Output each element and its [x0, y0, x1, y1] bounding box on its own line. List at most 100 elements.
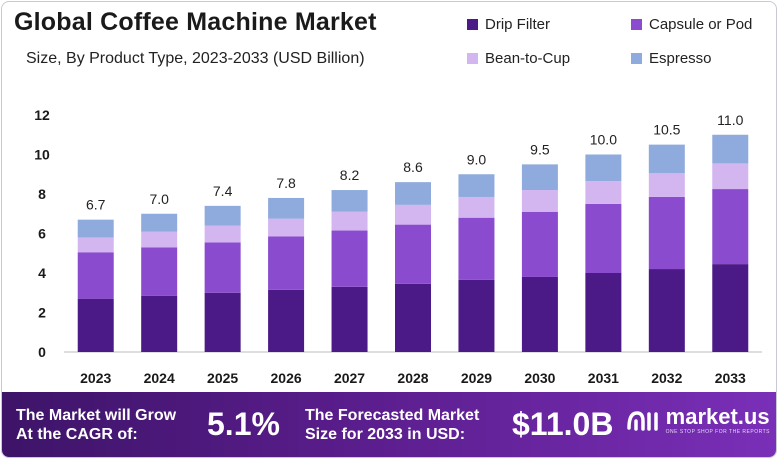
x-tick-label: 2028 — [397, 370, 428, 386]
forecast-label: The Forecasted Market Size for 2033 in U… — [305, 406, 479, 444]
x-tick-label: 2024 — [144, 370, 175, 386]
summary-banner: The Market will Grow At the CAGR of: 5.1… — [2, 392, 776, 457]
bar-segment-bean-to-cup — [712, 163, 749, 190]
legend-item-capsule-or-pod: Capsule or Pod — [631, 16, 752, 33]
bar-total-label: 6.7 — [86, 197, 106, 213]
cagr-value: 5.1% — [207, 406, 280, 442]
x-tick-label: 2027 — [334, 370, 365, 386]
bar-segment-bean-to-cup — [648, 173, 685, 197]
bar-segment-capsule-or-pod — [77, 252, 114, 299]
bar-segment-drip-filter — [712, 264, 749, 352]
bar-segment-drip-filter — [268, 289, 305, 352]
bar-segment-espresso — [521, 164, 558, 191]
chart-subtitle: Size, By Product Type, 2023-2033 (USD Bi… — [26, 50, 365, 67]
bar-chart: 0 2 4 6 8 10 12 6.7 2023 7.0 2024 7.4 2025 7.8 2026 8.2… — [34, 107, 762, 386]
legend-item-espresso: Espresso — [631, 50, 712, 67]
cagr-label-line1: The Market will Grow — [16, 407, 177, 424]
bar-segment-bean-to-cup — [268, 218, 305, 237]
bar-total-label: 8.2 — [340, 167, 360, 183]
legend-swatch — [631, 53, 642, 64]
x-tick-label: 2023 — [80, 370, 111, 386]
y-tick-label: 2 — [38, 305, 46, 321]
bar-segment-espresso — [204, 205, 241, 226]
bar-segment-drip-filter — [395, 283, 431, 352]
bar-segment-drip-filter — [648, 269, 685, 352]
bar-segment-espresso — [331, 190, 368, 212]
legend-swatch — [631, 19, 642, 30]
bar-segment-bean-to-cup — [521, 190, 558, 212]
legend-label: Capsule or Pod — [649, 16, 753, 33]
x-tick-label: 2030 — [524, 370, 555, 386]
forecast-label-line2: Size for 2033 in USD: — [305, 426, 466, 443]
bar-segment-capsule-or-pod — [712, 189, 749, 265]
bar-total-label: 7.0 — [149, 191, 169, 207]
bar-segment-espresso — [77, 219, 114, 238]
bar-segment-drip-filter — [141, 295, 178, 352]
bar-segment-bean-to-cup — [77, 237, 114, 253]
bar-segment-bean-to-cup — [395, 204, 431, 225]
bar-segment-capsule-or-pod — [331, 230, 368, 287]
market-us-logo-icon — [626, 410, 658, 431]
bar-total-label: 10.5 — [653, 122, 680, 138]
y-tick-label: 6 — [38, 226, 46, 242]
bar-segment-capsule-or-pod — [585, 203, 622, 273]
bar-segment-espresso — [141, 213, 178, 232]
bar-segment-capsule-or-pod — [204, 242, 241, 293]
bar-segment-drip-filter — [458, 279, 495, 352]
legend-label: Espresso — [649, 50, 712, 67]
bar-segment-drip-filter — [585, 273, 622, 352]
legend: Drip Filter Capsule or Pod Bean-to-Cup E… — [467, 16, 767, 76]
bar-segment-bean-to-cup — [204, 225, 241, 243]
bar-total-label: 8.6 — [403, 159, 423, 175]
bar-segment-bean-to-cup — [585, 181, 622, 204]
bar-segment-capsule-or-pod — [141, 247, 178, 296]
legend-swatch — [467, 19, 478, 30]
bar-total-label: 7.8 — [276, 175, 296, 191]
x-tick-label: 2031 — [588, 370, 619, 386]
bar-segment-espresso — [648, 144, 685, 174]
x-tick-label: 2033 — [715, 370, 746, 386]
brand-logo: market.us ONE STOP SHOP FOR THE REPORTS — [626, 406, 770, 435]
bar-segment-drip-filter — [204, 292, 241, 352]
y-tick-label: 10 — [34, 147, 50, 163]
x-tick-label: 2032 — [651, 370, 682, 386]
bar-segment-espresso — [268, 197, 305, 219]
brand-name: market.us — [665, 404, 770, 429]
x-tick-label: 2029 — [461, 370, 492, 386]
forecast-value: $11.0B — [512, 406, 614, 442]
x-tick-label: 2026 — [271, 370, 302, 386]
bar-total-label: 10.0 — [590, 132, 617, 148]
bar-segment-espresso — [395, 182, 431, 205]
bar-segment-bean-to-cup — [458, 196, 495, 218]
bar-segment-espresso — [585, 154, 622, 182]
bar-segment-capsule-or-pod — [521, 211, 558, 277]
cagr-label-line2: At the CAGR of: — [16, 426, 138, 443]
bar-segment-capsule-or-pod — [458, 217, 495, 280]
forecast-label-line1: The Forecasted Market — [305, 407, 480, 424]
bar-segment-espresso — [712, 134, 749, 164]
legend-swatch — [467, 53, 478, 64]
legend-item-drip-filter: Drip Filter — [467, 16, 550, 33]
brand-tagline: ONE STOP SHOP FOR THE REPORTS — [665, 429, 770, 435]
bar-total-label: 9.5 — [530, 141, 550, 157]
bar-segment-capsule-or-pod — [648, 196, 685, 270]
legend-label: Bean-to-Cup — [485, 50, 571, 67]
y-tick-label: 0 — [38, 344, 46, 360]
bar-segment-bean-to-cup — [331, 211, 368, 231]
chart-title: Global Coffee Machine Market — [14, 8, 377, 36]
bar-segment-capsule-or-pod — [395, 224, 431, 284]
bar-segment-drip-filter — [331, 286, 368, 352]
bar-total-label: 11.0 — [717, 112, 743, 128]
cagr-label: The Market will Grow At the CAGR of: — [16, 406, 176, 444]
bar-total-label: 7.4 — [213, 183, 233, 199]
y-tick-label: 12 — [34, 107, 50, 123]
bar-segment-drip-filter — [77, 298, 114, 352]
bar-segment-espresso — [458, 174, 495, 197]
bar-segment-drip-filter — [521, 276, 558, 352]
bar-segment-capsule-or-pod — [268, 236, 305, 290]
bar-total-label: 9.0 — [467, 151, 487, 167]
legend-item-bean-to-cup: Bean-to-Cup — [467, 50, 570, 67]
y-tick-label: 8 — [38, 186, 46, 202]
x-tick-label: 2025 — [207, 370, 238, 386]
